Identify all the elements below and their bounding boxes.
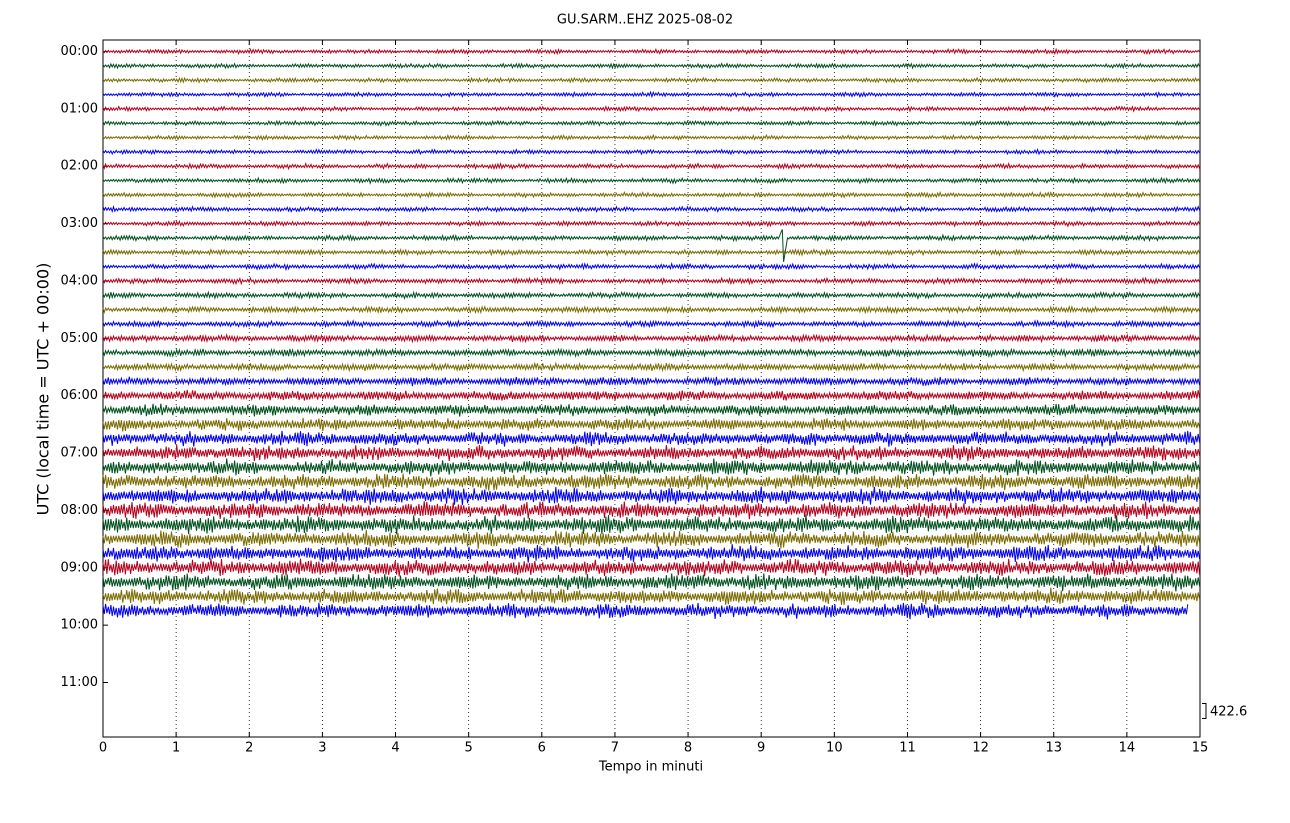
trace	[102, 290, 1201, 300]
trace	[102, 514, 1201, 535]
trace	[102, 417, 1201, 432]
trace	[102, 219, 1201, 228]
trace	[102, 403, 1201, 417]
x-tick-label: 2	[245, 741, 253, 756]
trace	[102, 587, 1201, 605]
trace	[102, 544, 1201, 563]
y-tick-label: 06:00	[61, 388, 98, 403]
trace	[102, 319, 1201, 329]
trace	[102, 148, 1201, 156]
x-tick-label: 1	[172, 741, 180, 756]
y-tick-label: 01:00	[61, 101, 98, 116]
trace	[102, 133, 1200, 142]
scale-label: 422.6	[1210, 705, 1247, 720]
y-axis-label: UTC (local time = UTC + 00:00)	[34, 263, 53, 516]
trace	[102, 176, 1201, 185]
trace	[102, 529, 1201, 549]
trace	[102, 90, 1200, 99]
trace	[102, 190, 1201, 199]
y-tick-label: 07:00	[61, 446, 98, 461]
y-tick-label: 09:00	[61, 560, 98, 575]
trace	[102, 458, 1201, 477]
y-tick-label: 11:00	[61, 675, 98, 690]
x-tick-label: 9	[757, 741, 765, 756]
y-tick-label: 05:00	[61, 331, 98, 346]
x-tick-label: 6	[538, 741, 546, 756]
y-tick-label: 02:00	[61, 159, 98, 174]
trace	[102, 473, 1201, 491]
trace	[102, 347, 1201, 359]
x-tick-label: 13	[1045, 741, 1062, 756]
trace	[102, 62, 1201, 70]
trace	[102, 119, 1201, 127]
y-tick-label: 04:00	[61, 273, 98, 288]
chart-title: GU.SARM..EHZ 2025-08-02	[557, 13, 733, 28]
trace	[102, 430, 1201, 447]
trace	[102, 361, 1201, 373]
x-tick-label: 8	[684, 741, 692, 756]
y-tick-label: 00:00	[61, 44, 98, 59]
trace	[102, 332, 1201, 344]
trace	[102, 389, 1201, 402]
x-tick-label: 10	[826, 741, 843, 756]
trace	[102, 602, 1189, 620]
y-tick-label: 03:00	[61, 216, 98, 231]
x-tick-label: 3	[318, 741, 326, 756]
x-tick-label: 7	[611, 741, 619, 756]
trace	[102, 76, 1201, 84]
trace	[102, 304, 1201, 315]
x-tick-label: 5	[465, 741, 473, 756]
x-tick-label: 11	[899, 741, 916, 756]
trace	[102, 47, 1200, 56]
x-tick-label: 12	[972, 741, 989, 756]
trace	[102, 486, 1201, 506]
trace	[102, 161, 1201, 171]
scale-bar	[1202, 703, 1207, 719]
x-tick-label: 15	[1192, 741, 1209, 756]
trace	[102, 105, 1201, 113]
x-axis-label: Tempo in minuti	[598, 760, 703, 775]
trace	[102, 558, 1201, 577]
trace	[102, 204, 1201, 214]
trace	[102, 229, 1201, 262]
trace	[102, 501, 1201, 520]
x-tick-label: 14	[1119, 741, 1136, 756]
trace	[102, 247, 1201, 257]
trace	[102, 261, 1201, 272]
y-tick-label: 08:00	[61, 503, 98, 518]
plot-frame	[102, 39, 1201, 738]
trace	[102, 573, 1201, 592]
y-tick-label: 10:00	[61, 618, 98, 633]
trace	[102, 444, 1201, 462]
x-tick-label: 4	[391, 741, 399, 756]
x-tick-label: 0	[99, 741, 107, 756]
trace	[102, 276, 1201, 286]
trace	[102, 376, 1201, 387]
